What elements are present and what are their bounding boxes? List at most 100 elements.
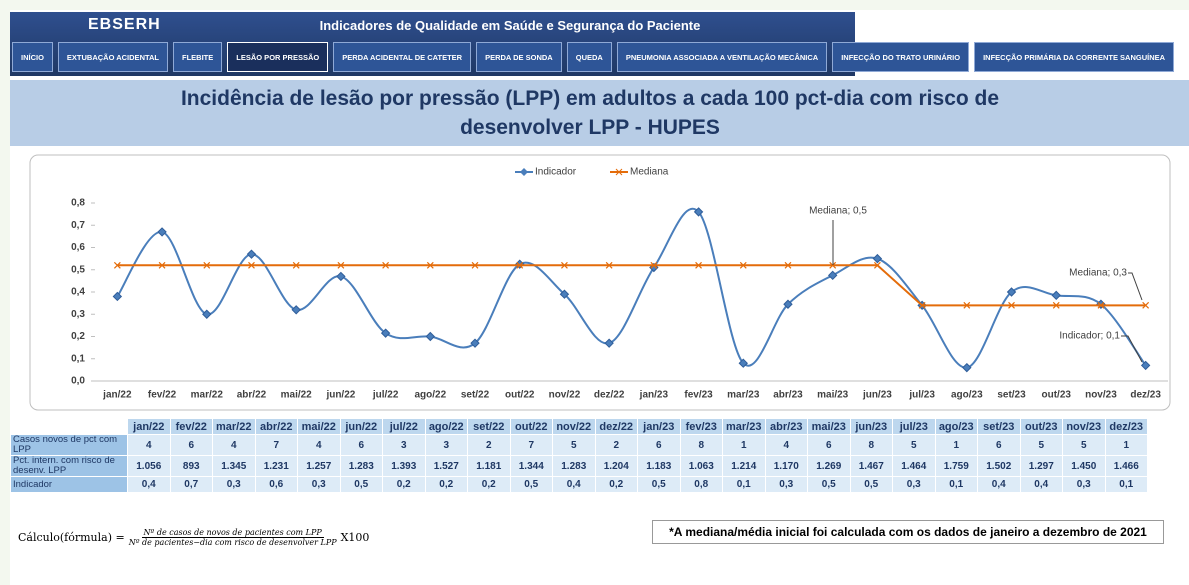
cell: 4 (212, 434, 256, 456)
nav-tab[interactable]: INÍCIO (12, 42, 53, 72)
marker (516, 261, 524, 269)
header-cell: abr/22 (254, 418, 298, 435)
cell: 2 (594, 434, 638, 456)
marker (380, 328, 391, 338)
marker (157, 227, 167, 237)
cell: 8 (679, 434, 723, 456)
marker (1006, 287, 1017, 297)
cell: 3 (382, 434, 426, 456)
legend-marker (520, 168, 528, 176)
row-label: Pct. intern. com risco de desenv. LPP (10, 455, 128, 477)
x-tick-label: abr/22 (237, 390, 267, 401)
cell: 5 (552, 434, 596, 456)
nav-tab[interactable]: INFECÇÃO DO TRATO URINÁRIO (832, 42, 970, 72)
nav-tab[interactable]: PNEUMONIA ASSOCIADA A VENTILAÇÃO MECÂNIC… (616, 42, 828, 72)
cell: 0,8 (679, 476, 723, 493)
cell: 0,1 (1104, 476, 1148, 493)
x-tick-label: dez/22 (594, 390, 625, 401)
marker (561, 261, 568, 269)
cell: 5 (1062, 434, 1106, 456)
cell: 6 (339, 434, 383, 456)
cell: 0,1 (934, 476, 978, 493)
numerator: Nº de casos de novos de pacientes com LP… (141, 528, 324, 538)
cell: 0,4 (127, 476, 171, 493)
marker (918, 301, 926, 309)
cell: 1 (722, 434, 766, 456)
header-cell: jan/22 (127, 418, 171, 435)
nav-tab[interactable]: FLEBITE (173, 42, 223, 72)
marker (739, 261, 747, 269)
marker (693, 207, 704, 217)
cell: 5 (892, 434, 936, 456)
marker (113, 261, 121, 269)
cell: 4 (297, 434, 341, 456)
cell: 0,5 (339, 476, 383, 493)
header-cell: jun/23 (849, 418, 893, 435)
header-cell: ago/22 (424, 418, 468, 435)
marker (1142, 301, 1150, 309)
cell: 0,3 (297, 476, 341, 493)
marker (426, 261, 434, 269)
corner-cell (10, 418, 128, 435)
marker (962, 362, 972, 373)
cell: 1.269 (807, 455, 851, 477)
marker (336, 271, 346, 282)
header-cell: set/22 (467, 418, 511, 435)
marker (337, 261, 345, 269)
x-tick-label: nov/23 (1085, 390, 1117, 401)
cell: 1.464 (892, 455, 936, 477)
cell: 1.214 (722, 455, 766, 477)
x-tick-label: jan/22 (102, 390, 132, 401)
marker (605, 261, 613, 269)
x-tick-label: dez/23 (1130, 390, 1161, 401)
denominator: Nº de pacientes−dia com risco de desenvo… (128, 538, 337, 547)
nav-tab[interactable]: PERDA DE SONDA (476, 42, 562, 72)
cell: 0,5 (509, 476, 553, 493)
x-tick-label: jul/23 (908, 390, 935, 401)
cell: 0,2 (594, 476, 638, 493)
marker (425, 331, 436, 342)
nav-tab[interactable]: EXTUBAÇÃO ACIDENTAL (57, 42, 169, 72)
marker (738, 358, 748, 368)
cell: 1.527 (424, 455, 468, 477)
nav-tab[interactable]: PERDA ACIDENTAL DE CATETER (333, 42, 472, 72)
cell: 0,3 (892, 476, 936, 493)
marker (1140, 360, 1151, 371)
x-tick-label: nov/22 (549, 390, 581, 401)
cell: 1.466 (1104, 455, 1148, 477)
marker (246, 249, 257, 259)
nav-tab[interactable]: INFECÇÃO PRIMÁRIA DA CORRENTE SANGUÍNEA (974, 42, 1175, 72)
marker (872, 253, 883, 264)
header-cell: out/22 (509, 418, 553, 435)
cell: 2 (467, 434, 511, 456)
marker (291, 305, 301, 315)
marker (471, 261, 479, 269)
legend-label: Mediana (630, 167, 669, 178)
cell: 0,2 (424, 476, 468, 493)
cell: 1.204 (594, 455, 638, 477)
cell: 1.344 (509, 455, 553, 477)
cell: 0,5 (637, 476, 681, 493)
series-line (117, 264, 1146, 307)
cell: 7 (509, 434, 553, 456)
nav-tab[interactable]: QUEDA (566, 42, 612, 72)
header-cell: nov/23 (1062, 418, 1106, 435)
x-tick-label: jul/22 (372, 390, 399, 401)
cell: 5 (1019, 434, 1063, 456)
header-cell: set/23 (977, 418, 1021, 435)
marker (1008, 301, 1015, 309)
table-row: Indicador 0,4 0,7 0,3 0,6 0,3 0,5 0,2 0,2 0,2 0,5 0… (10, 476, 1148, 493)
chart-title: Incidência de lesão por pressão (LPP) em… (180, 87, 1000, 139)
header-cell: dez/23 (1104, 418, 1148, 435)
cell: 6 (977, 434, 1021, 456)
annotation: Mediana; 0,3 (1069, 268, 1127, 279)
x-tick-label: fev/22 (148, 390, 177, 401)
cell: 1.393 (382, 455, 426, 477)
y-tick-label: 0,5 (71, 264, 85, 275)
nav-tab[interactable]: LESÃO POR PRESSÃO (227, 42, 329, 72)
marker (382, 261, 390, 269)
y-tick-label: 0,2 (71, 331, 85, 342)
formula-lhs: Cálculo(fórmula) = (18, 531, 125, 544)
y-tick-label: 0,0 (71, 376, 85, 387)
cell: 6 (637, 434, 681, 456)
